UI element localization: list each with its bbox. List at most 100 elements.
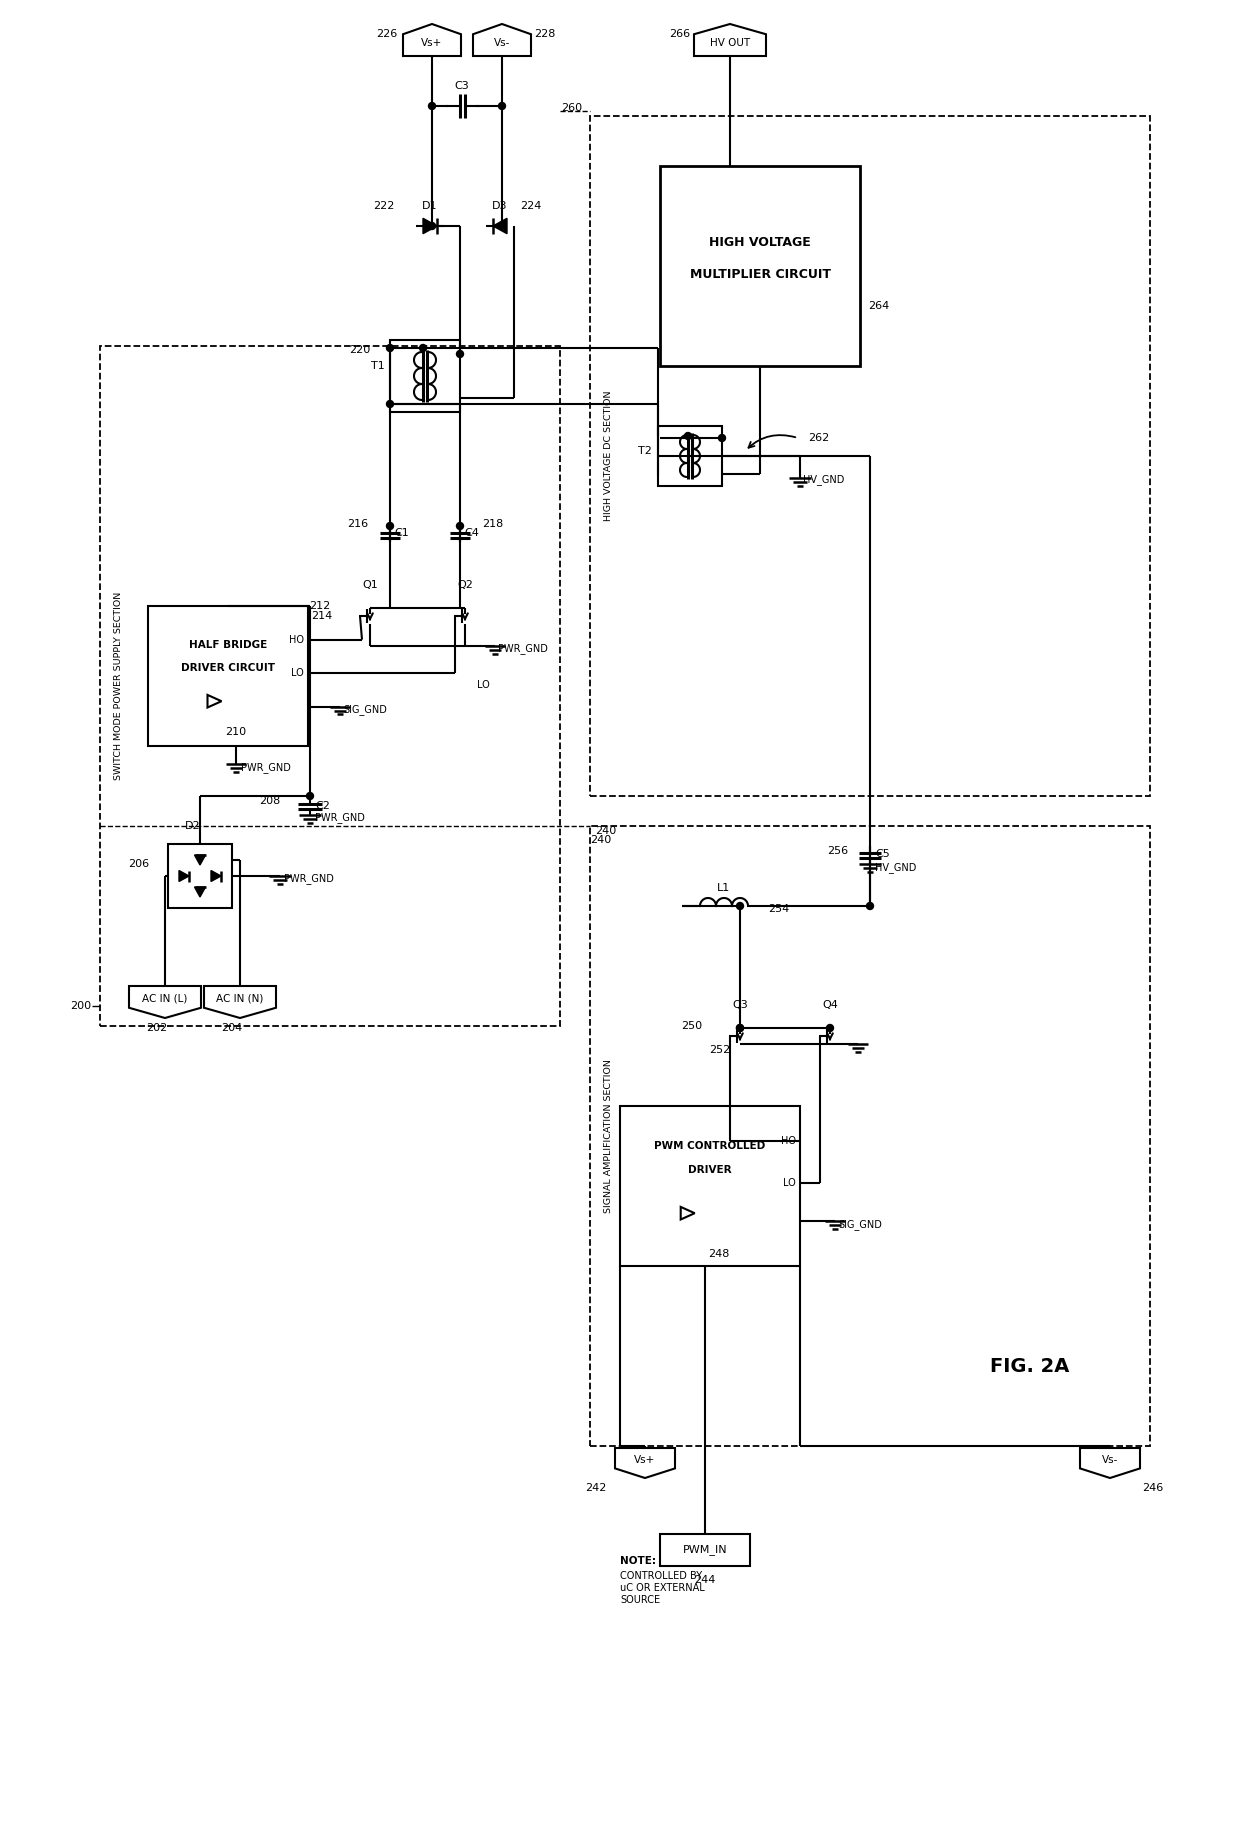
Text: SIGNAL AMPLIFICATION SECTION: SIGNAL AMPLIFICATION SECTION <box>604 1060 613 1213</box>
Text: 244: 244 <box>694 1575 715 1586</box>
Bar <box>658 426 722 485</box>
Text: T1: T1 <box>371 362 384 371</box>
Circle shape <box>867 903 873 910</box>
Circle shape <box>684 432 692 439</box>
Circle shape <box>827 1025 833 1032</box>
Circle shape <box>737 1025 744 1032</box>
Circle shape <box>737 1025 744 1032</box>
Text: Q1: Q1 <box>362 580 378 591</box>
Text: 226: 226 <box>376 30 397 39</box>
Text: HV_GND: HV_GND <box>875 862 916 873</box>
Text: AC IN (N): AC IN (N) <box>216 993 264 1004</box>
Text: 250: 250 <box>681 1021 702 1032</box>
Text: 266: 266 <box>668 30 689 39</box>
Bar <box>167 844 232 908</box>
Text: HO: HO <box>289 635 304 644</box>
Text: 218: 218 <box>482 519 503 530</box>
Circle shape <box>419 345 427 351</box>
Polygon shape <box>195 855 206 866</box>
Text: PWR_GND: PWR_GND <box>498 644 548 655</box>
Bar <box>660 1534 750 1565</box>
Text: Vs+: Vs+ <box>635 1455 656 1466</box>
Polygon shape <box>615 1447 675 1479</box>
Text: 224: 224 <box>520 201 542 210</box>
Polygon shape <box>694 24 766 55</box>
Polygon shape <box>179 871 188 882</box>
Text: D3: D3 <box>492 201 507 210</box>
Text: C3: C3 <box>455 81 470 90</box>
Text: PWR_GND: PWR_GND <box>284 873 334 884</box>
Text: AC IN (L): AC IN (L) <box>143 993 187 1004</box>
Text: HV_GND: HV_GND <box>804 474 844 485</box>
Text: LO: LO <box>477 679 490 690</box>
Text: 248: 248 <box>708 1250 729 1259</box>
Text: NOTE:: NOTE: <box>620 1556 656 1565</box>
Bar <box>100 345 560 1026</box>
Text: L1: L1 <box>718 882 730 893</box>
Text: 240: 240 <box>595 825 616 836</box>
Text: PWR_GND: PWR_GND <box>315 812 365 823</box>
Circle shape <box>737 903 744 910</box>
Text: 206: 206 <box>128 858 149 869</box>
Text: 222: 222 <box>373 201 396 210</box>
Circle shape <box>306 792 314 799</box>
Polygon shape <box>205 986 277 1017</box>
Text: PWM CONTROLLED: PWM CONTROLLED <box>655 1141 765 1152</box>
Text: CONTROLLED BY: CONTROLLED BY <box>620 1571 702 1580</box>
Bar <box>590 116 1149 796</box>
Polygon shape <box>403 24 461 55</box>
Text: 202: 202 <box>146 1023 167 1034</box>
Text: Q4: Q4 <box>822 1001 838 1010</box>
Polygon shape <box>494 218 507 234</box>
Text: 200: 200 <box>69 1001 91 1012</box>
Polygon shape <box>472 24 531 55</box>
Text: Vs-: Vs- <box>494 39 510 48</box>
Bar <box>391 340 460 412</box>
Text: FIG. 2A: FIG. 2A <box>991 1357 1070 1375</box>
Text: HO: HO <box>781 1135 796 1146</box>
Text: 212: 212 <box>309 602 330 611</box>
Circle shape <box>456 522 464 530</box>
Text: HIGH VOLTAGE DC SECTION: HIGH VOLTAGE DC SECTION <box>604 391 613 521</box>
Circle shape <box>498 223 506 229</box>
Text: DRIVER CIRCUIT: DRIVER CIRCUIT <box>181 663 275 672</box>
Text: 260: 260 <box>560 103 582 113</box>
Text: 210: 210 <box>226 727 247 737</box>
Circle shape <box>429 223 435 229</box>
Text: Q2: Q2 <box>458 580 472 591</box>
Polygon shape <box>681 1207 694 1220</box>
Bar <box>620 1106 800 1266</box>
Text: C2: C2 <box>315 801 330 810</box>
Circle shape <box>387 345 393 351</box>
Text: D2: D2 <box>185 821 201 831</box>
Text: PWR_GND: PWR_GND <box>241 762 291 773</box>
Circle shape <box>718 434 725 441</box>
Text: LO: LO <box>784 1178 796 1187</box>
Text: 208: 208 <box>259 796 280 807</box>
Circle shape <box>429 103 435 109</box>
Text: 264: 264 <box>868 301 889 310</box>
Polygon shape <box>1080 1447 1140 1479</box>
Text: 252: 252 <box>709 1045 730 1056</box>
Text: D1: D1 <box>423 201 438 210</box>
Text: HIGH VOLTAGE: HIGH VOLTAGE <box>709 236 811 249</box>
Text: MULTIPLIER CIRCUIT: MULTIPLIER CIRCUIT <box>689 268 831 281</box>
Polygon shape <box>129 986 201 1017</box>
Polygon shape <box>423 218 436 234</box>
Polygon shape <box>195 886 206 897</box>
Bar <box>590 825 1149 1445</box>
Text: HALF BRIDGE: HALF BRIDGE <box>188 641 267 650</box>
Circle shape <box>456 351 464 358</box>
Text: 256: 256 <box>827 845 848 857</box>
Circle shape <box>498 103 506 109</box>
Circle shape <box>387 522 393 530</box>
Text: 242: 242 <box>585 1482 608 1493</box>
Text: SIG_GND: SIG_GND <box>343 705 387 714</box>
Text: 240: 240 <box>590 834 611 845</box>
Text: 216: 216 <box>347 519 368 530</box>
Text: T2: T2 <box>639 447 652 456</box>
Text: Vs+: Vs+ <box>422 39 443 48</box>
Text: Vs-: Vs- <box>1102 1455 1118 1466</box>
Text: DRIVER: DRIVER <box>688 1165 732 1176</box>
Text: 228: 228 <box>534 30 556 39</box>
